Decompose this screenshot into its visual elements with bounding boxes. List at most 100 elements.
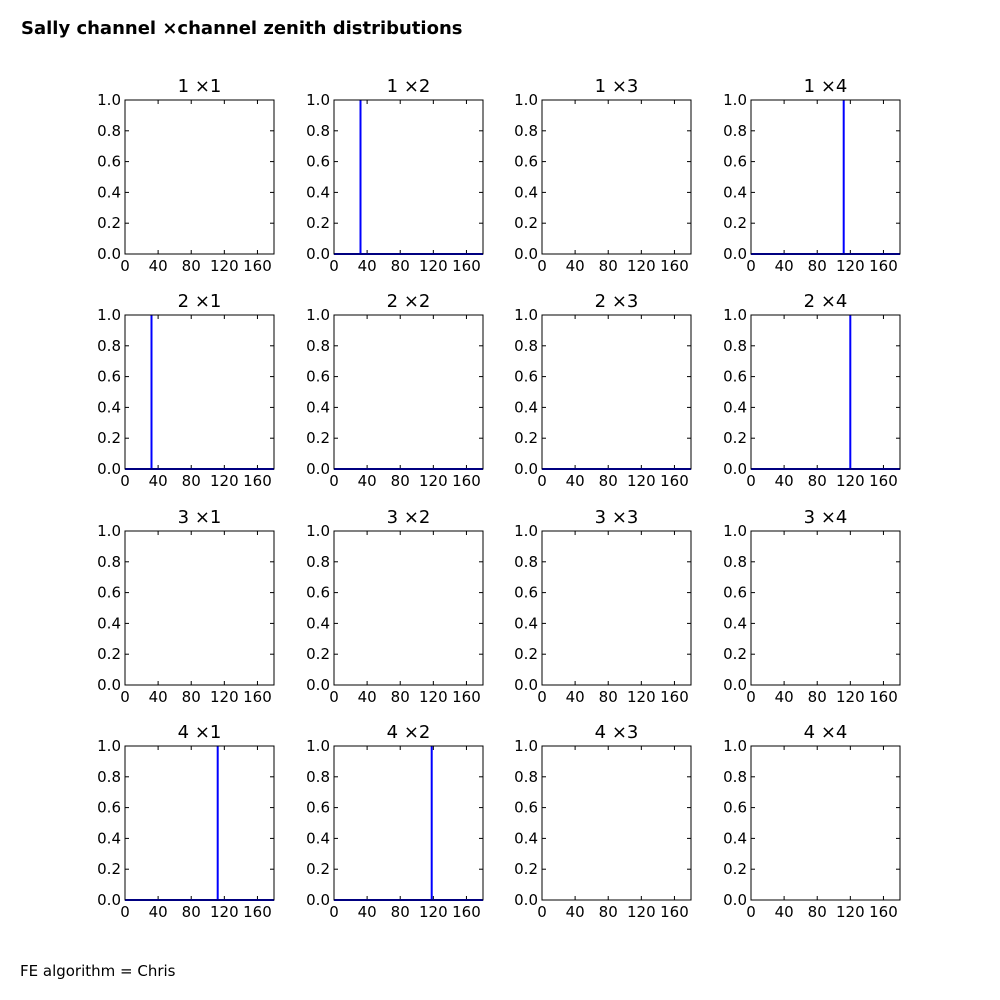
y-tick-label: 0.2	[306, 214, 330, 232]
x-tick-label: 120	[627, 257, 656, 275]
y-tick-label: 0.2	[723, 645, 747, 663]
series-line	[334, 100, 483, 255]
subplot-title: 4 ×3	[595, 722, 639, 743]
axes-frame	[541, 99, 692, 255]
x-tick-label: 40	[358, 688, 377, 706]
subplot-title: 3 ×3	[595, 507, 639, 528]
y-tick-label: 0.4	[97, 183, 121, 201]
y-tick-label: 1.0	[306, 306, 330, 324]
x-tick-label: 80	[182, 903, 201, 921]
x-tick-label: 0	[746, 688, 756, 706]
subplot-3-2: 3 ×2 0.0 0.2 0.4 0.6 0.8 1.0 0 40 80 120 160	[306, 507, 484, 706]
x-tick-label: 40	[566, 903, 585, 921]
y-tick-label: 0.0	[97, 891, 121, 909]
y-tick-label: 0.0	[306, 676, 330, 694]
x-tick-label: 40	[149, 688, 168, 706]
subplot-3-4: 3 ×4 0.0 0.2 0.4 0.6 0.8 1.0 0 40 80 120 160	[723, 507, 901, 706]
subplot-1-2: 1 ×2 0.0 0.2 0.4 0.6 0.8 1.0 0 40 80 120 160	[306, 76, 484, 275]
y-tick-label: 0.2	[97, 860, 121, 878]
y-tick-label: 0.6	[97, 584, 121, 602]
x-tick-label: 40	[149, 472, 168, 490]
x-tick-label: 160	[452, 257, 481, 275]
axes-frame	[333, 314, 484, 470]
x-tick-label: 120	[836, 903, 865, 921]
y-tick-label: 0.4	[306, 614, 330, 632]
y-tick-label: 0.0	[514, 676, 538, 694]
x-tick-label: 160	[660, 688, 689, 706]
x-tick-label: 40	[566, 472, 585, 490]
subplot-4-1: 4 ×1 0.0 0.2 0.4 0.6 0.8 1.0 0 40 80 120 160	[97, 722, 275, 921]
subplot-title: 3 ×2	[387, 507, 431, 528]
y-tick-label: 0.4	[514, 829, 538, 847]
x-tick-label: 0	[120, 472, 130, 490]
y-tick-label: 0.4	[306, 183, 330, 201]
axes-frame	[541, 530, 692, 686]
subplot-3-3: 3 ×3 0.0 0.2 0.4 0.6 0.8 1.0 0 40 80 120 160	[514, 507, 692, 706]
y-tick-label: 0.6	[514, 799, 538, 817]
x-tick-label: 80	[599, 903, 618, 921]
axes-frame	[333, 99, 484, 255]
axes-frame	[541, 314, 692, 470]
x-tick-label: 160	[243, 903, 272, 921]
x-tick-label: 120	[627, 688, 656, 706]
y-tick-label: 0.0	[306, 891, 330, 909]
x-tick-label: 80	[599, 472, 618, 490]
y-tick-label: 1.0	[514, 737, 538, 755]
x-tick-label: 0	[537, 903, 547, 921]
y-tick-label: 0.4	[723, 183, 747, 201]
y-tick-label: 0.6	[723, 584, 747, 602]
x-tick-label: 160	[660, 257, 689, 275]
x-tick-label: 80	[808, 257, 827, 275]
x-tick-label: 80	[391, 903, 410, 921]
y-tick-label: 0.8	[306, 768, 330, 786]
figure-title: Sally channel ×channel zenith distributi…	[21, 18, 463, 39]
figure-footer: FE algorithm = Chris	[20, 962, 176, 980]
x-tick-label: 120	[419, 257, 448, 275]
y-tick-label: 1.0	[97, 91, 121, 109]
y-tick-label: 0.6	[514, 584, 538, 602]
y-tick-label: 0.6	[306, 153, 330, 171]
x-tick-label: 80	[391, 472, 410, 490]
x-tick-label: 120	[210, 472, 239, 490]
y-tick-label: 0.2	[723, 214, 747, 232]
subplot-2-2: 2 ×2 0.0 0.2 0.4 0.6 0.8 1.0 0 40 80 120 160	[306, 291, 484, 490]
x-tick-label: 120	[627, 903, 656, 921]
axes-frame	[750, 530, 901, 686]
x-tick-label: 0	[329, 688, 339, 706]
y-tick-label: 0.0	[723, 891, 747, 909]
y-tick-label: 0.0	[514, 460, 538, 478]
axes-frame	[750, 99, 901, 255]
y-tick-label: 0.0	[306, 460, 330, 478]
y-tick-label: 1.0	[514, 522, 538, 540]
x-tick-label: 80	[599, 257, 618, 275]
y-tick-label: 0.4	[306, 829, 330, 847]
x-tick-label: 80	[391, 257, 410, 275]
subplot-title: 1 ×4	[804, 76, 848, 97]
y-tick-label: 0.4	[514, 614, 538, 632]
x-tick-label: 0	[537, 257, 547, 275]
subplot-title: 4 ×2	[387, 722, 431, 743]
subplot-4-2: 4 ×2 0.0 0.2 0.4 0.6 0.8 1.0 0 40 80 120 160	[306, 722, 484, 921]
y-tick-label: 0.4	[97, 614, 121, 632]
y-tick-label: 0.8	[97, 122, 121, 140]
subplot-4-3: 4 ×3 0.0 0.2 0.4 0.6 0.8 1.0 0 40 80 120 160	[514, 722, 692, 921]
x-tick-label: 160	[452, 472, 481, 490]
y-tick-label: 0.8	[723, 553, 747, 571]
y-tick-label: 1.0	[514, 91, 538, 109]
y-tick-label: 0.8	[514, 553, 538, 571]
x-tick-label: 40	[775, 688, 794, 706]
series-line	[751, 100, 900, 255]
x-tick-label: 120	[210, 688, 239, 706]
y-tick-label: 0.6	[514, 153, 538, 171]
axes-frame	[124, 530, 275, 686]
y-tick-label: 0.4	[306, 398, 330, 416]
y-tick-label: 0.4	[514, 183, 538, 201]
y-tick-label: 0.2	[306, 645, 330, 663]
y-tick-label: 0.6	[723, 368, 747, 386]
subplot-1-3: 1 ×3 0.0 0.2 0.4 0.6 0.8 1.0 0 40 80 120 160	[514, 76, 692, 275]
x-tick-label: 160	[243, 688, 272, 706]
subplot-1-1: 1 ×1 0.0 0.2 0.4 0.6 0.8 1.0 0 40 80 120 160	[97, 76, 275, 275]
x-tick-label: 40	[775, 903, 794, 921]
y-tick-label: 0.8	[514, 122, 538, 140]
axes-frame	[124, 745, 275, 901]
